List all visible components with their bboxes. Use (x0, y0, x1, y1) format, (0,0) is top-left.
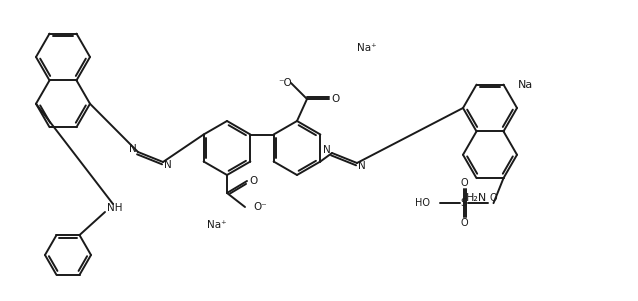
Text: O: O (461, 178, 468, 188)
Text: H₂N: H₂N (466, 193, 487, 203)
Text: NH: NH (107, 203, 122, 213)
Text: O: O (249, 176, 257, 186)
Text: Na⁺: Na⁺ (207, 220, 227, 230)
Text: N: N (164, 160, 172, 170)
Text: Na: Na (518, 80, 533, 90)
Text: N: N (358, 161, 366, 171)
Text: Na⁺: Na⁺ (357, 43, 377, 53)
Text: O⁻: O⁻ (253, 202, 267, 212)
Text: HO: HO (415, 198, 429, 208)
Text: O: O (331, 94, 339, 104)
Text: ⁻O: ⁻O (278, 78, 292, 88)
Text: N: N (129, 144, 137, 154)
Text: S: S (460, 198, 467, 208)
Text: N: N (323, 145, 331, 155)
Text: O: O (490, 193, 497, 203)
Text: O: O (461, 218, 468, 228)
